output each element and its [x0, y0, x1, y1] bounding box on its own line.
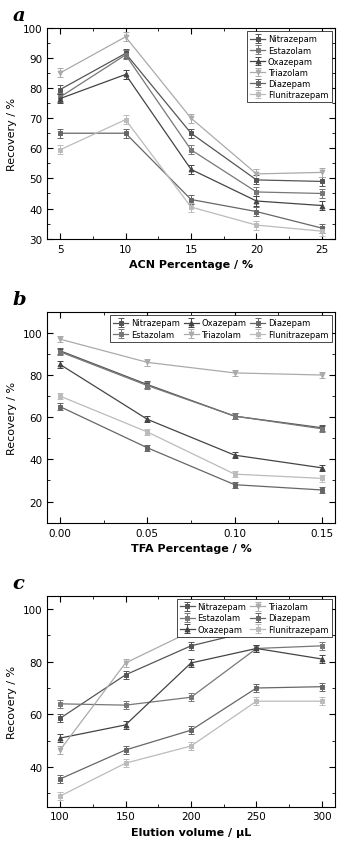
Legend: Nitrazepam, Estazolam, Oxazepam, Triazolam, Diazepam, Flunitrazepam: Nitrazepam, Estazolam, Oxazepam, Triazol…	[247, 32, 332, 103]
Legend: Nitrazepam, Estazolam, Oxazepam, Triazolam, Diazepam, Flunitrazepam: Nitrazepam, Estazolam, Oxazepam, Triazol…	[176, 599, 332, 637]
Y-axis label: Recovery / %: Recovery / %	[7, 98, 17, 170]
Y-axis label: Recovery / %: Recovery / %	[7, 381, 17, 454]
X-axis label: ACN Percentage / %: ACN Percentage / %	[129, 260, 253, 270]
Y-axis label: Recovery / %: Recovery / %	[7, 665, 17, 738]
X-axis label: Elution volume / μL: Elution volume / μL	[131, 827, 251, 837]
Text: b: b	[12, 290, 26, 308]
Legend: Nitrazepam, Estazolam, Oxazepam, Triazolam, Diazepam, Flunitrazepam: Nitrazepam, Estazolam, Oxazepam, Triazol…	[110, 316, 332, 343]
Text: a: a	[12, 7, 25, 24]
Text: c: c	[12, 574, 24, 592]
X-axis label: TFA Percentage / %: TFA Percentage / %	[131, 544, 251, 554]
